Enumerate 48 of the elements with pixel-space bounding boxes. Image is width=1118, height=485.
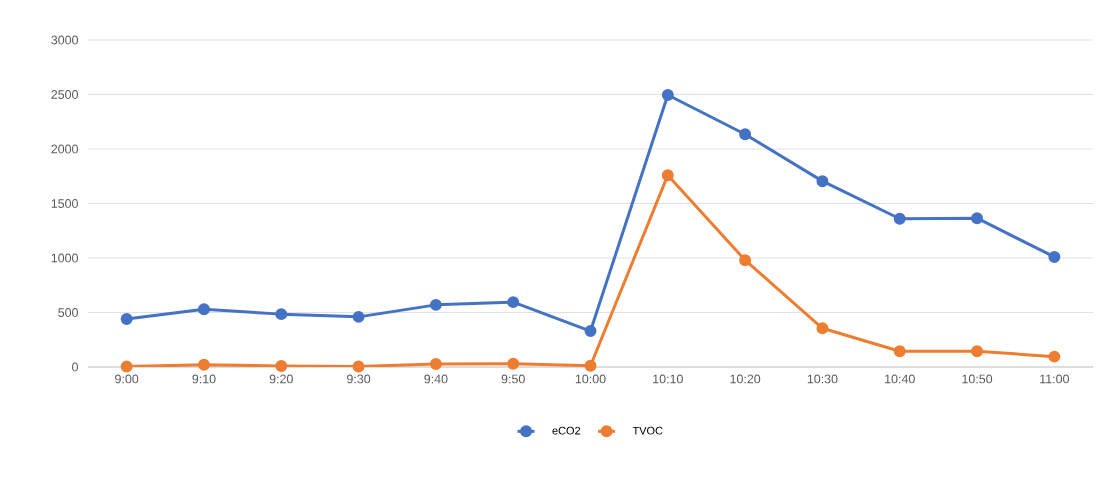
y-tick-label: 0 (72, 362, 78, 372)
point (1048, 250, 1061, 263)
x-tick-label: 10:30 (807, 374, 838, 384)
x-tick-label: 9:20 (269, 374, 293, 384)
point (275, 359, 288, 372)
point (197, 358, 210, 371)
point (120, 360, 133, 373)
y-tick-label: 3000 (51, 35, 78, 45)
x-tick-label: 9:00 (115, 374, 139, 384)
y-tick-label: 2000 (51, 144, 78, 154)
point (275, 308, 288, 321)
point (971, 212, 984, 225)
point (739, 128, 752, 141)
x-tick-label: 9:30 (347, 374, 371, 384)
y-tick-label: 1000 (51, 253, 78, 263)
point (661, 169, 674, 182)
point (429, 357, 442, 370)
point (893, 345, 906, 358)
x-tick-label: 10:00 (575, 374, 606, 384)
x-tick-label: 11:00 (1040, 374, 1069, 384)
x-tick-label: 10:40 (885, 374, 915, 384)
point (584, 359, 597, 372)
x-tick-label: 10:50 (962, 374, 993, 384)
y-tick-label: 500 (58, 308, 78, 317)
point (893, 212, 906, 225)
legend-label: eCO2 (552, 426, 581, 435)
point (816, 175, 829, 188)
point (584, 325, 597, 338)
x-tick-label: 9:40 (424, 374, 448, 384)
point (120, 313, 133, 326)
x-tick-label: 10:20 (730, 374, 761, 384)
y-tick-label: 2500 (51, 90, 78, 99)
point (352, 360, 365, 373)
x-tick-label: 10:10 (653, 374, 683, 384)
point (507, 357, 520, 370)
y-tick-label: 1500 (51, 199, 78, 208)
point (739, 254, 752, 267)
point (352, 310, 365, 323)
point (1048, 350, 1061, 363)
point (816, 322, 829, 335)
point (429, 298, 442, 311)
x-tick-label: 9:10 (192, 374, 216, 384)
point (507, 296, 520, 309)
point (661, 89, 674, 102)
legend-label: TVOC (632, 426, 663, 435)
point (971, 345, 984, 358)
x-tick-label: 9:50 (501, 374, 525, 384)
point (197, 303, 210, 316)
